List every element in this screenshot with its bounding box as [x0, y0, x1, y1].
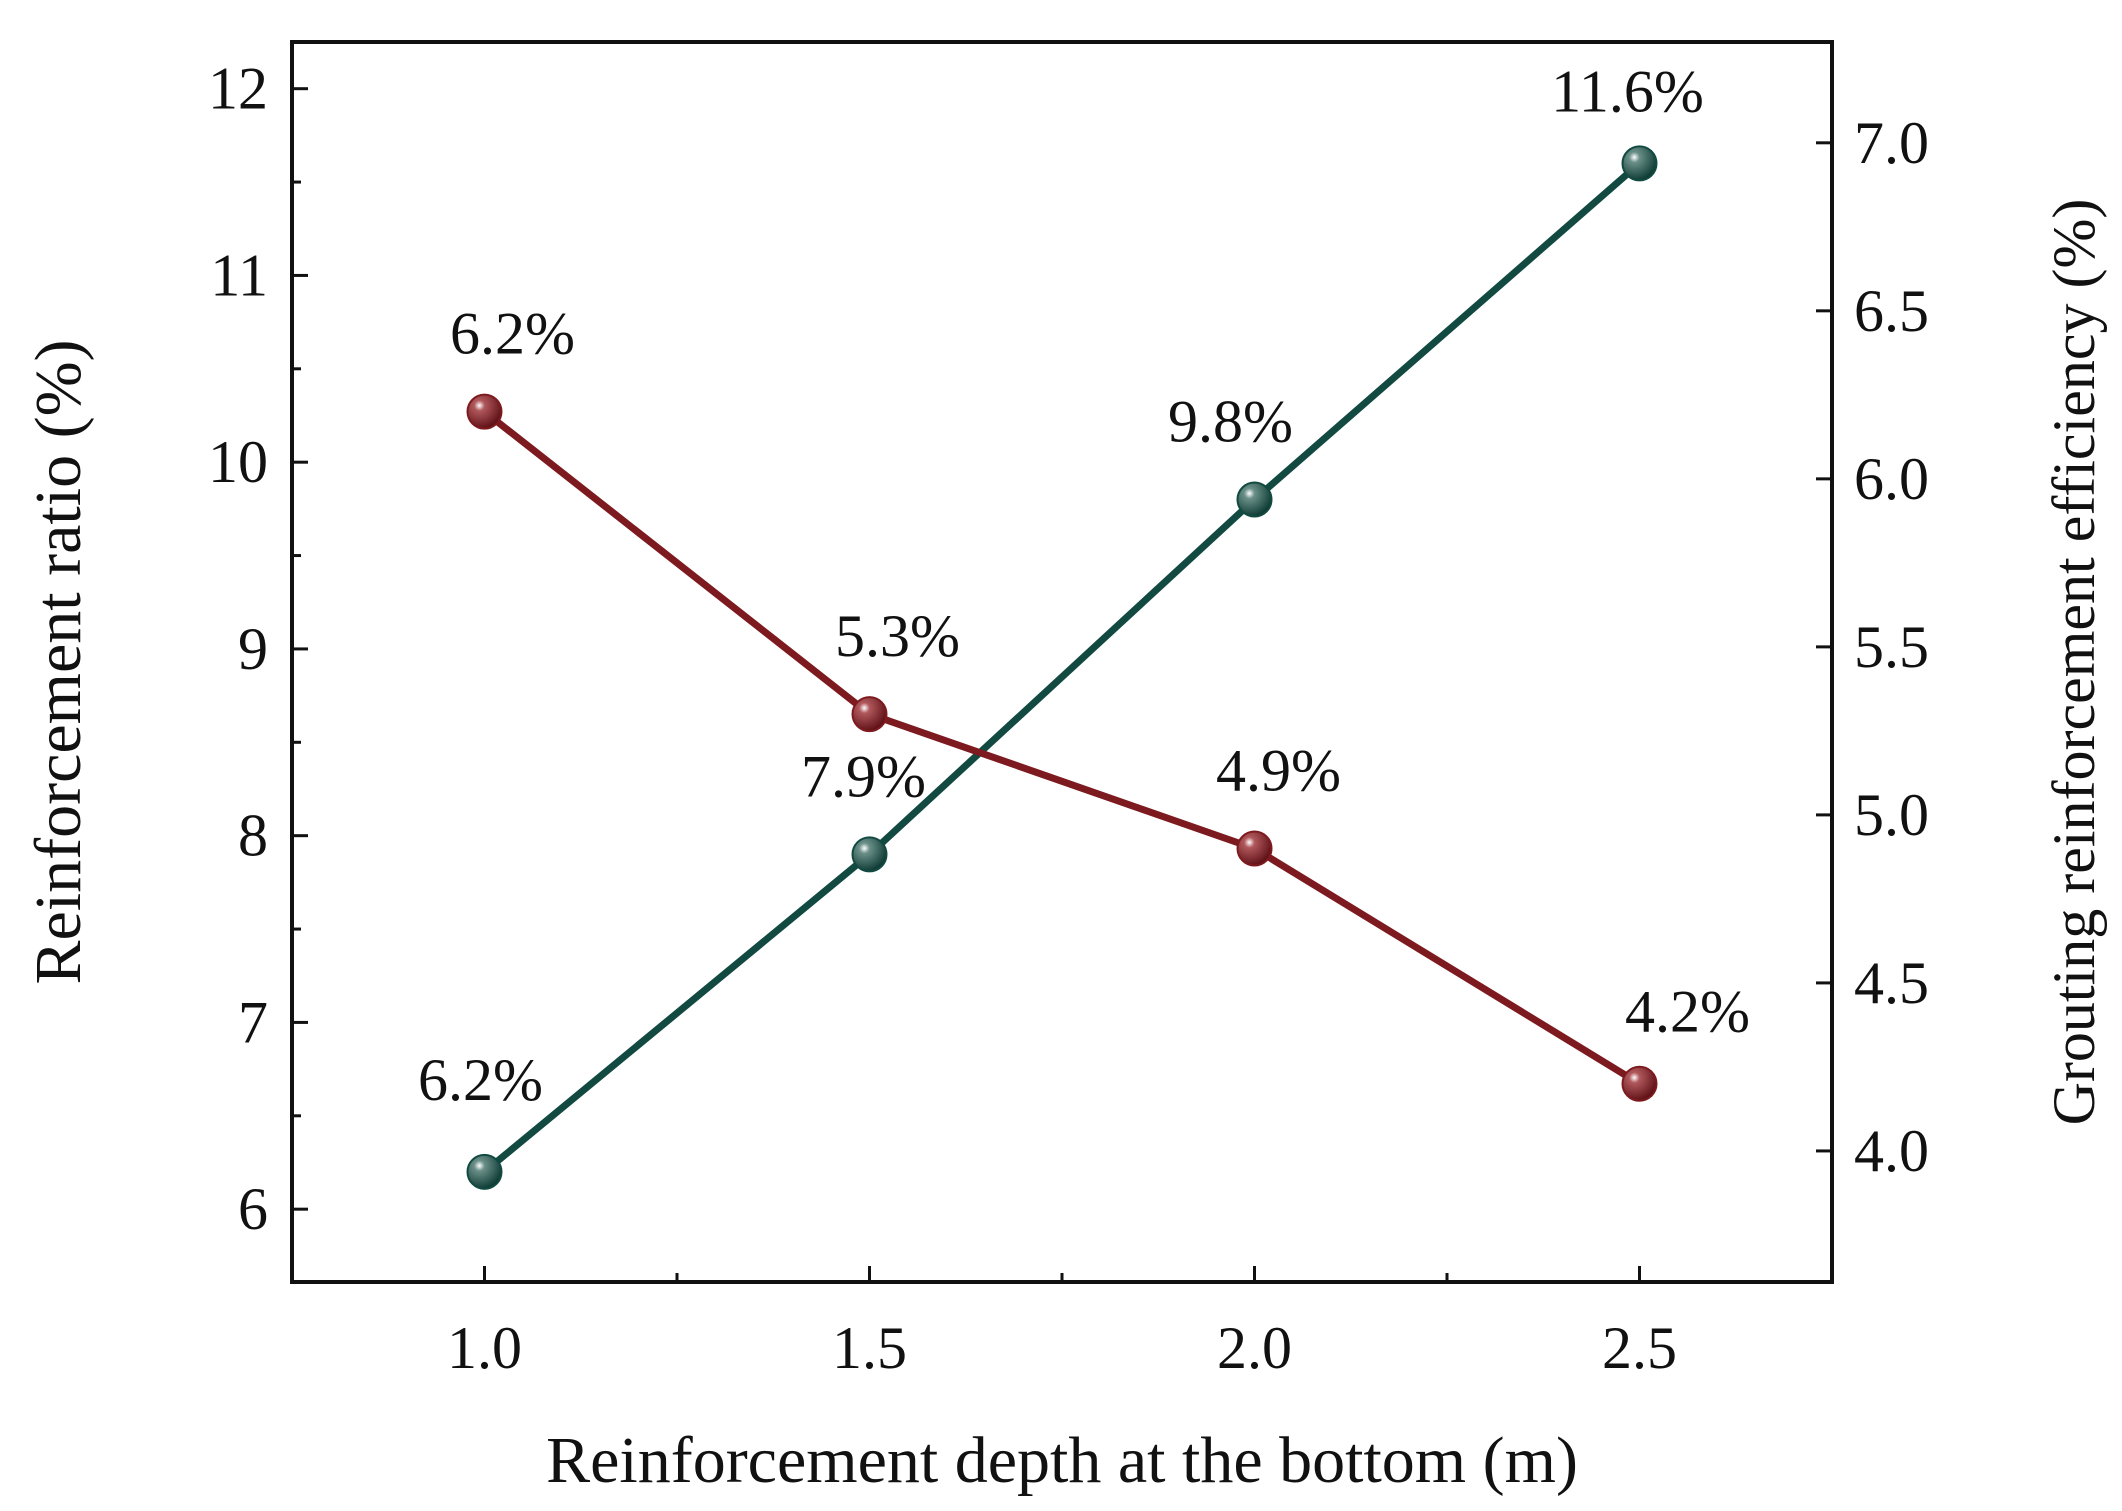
data-label: 6.2% [418, 1047, 543, 1113]
series-layer: 6.2% 7.9% 9.8% 11.6% 6.2% 5.3% 4.9% 4.2% [418, 58, 1750, 1190]
data-label: 11.6% [1551, 58, 1704, 124]
y-tick-label: 7 [238, 989, 268, 1055]
data-point [851, 836, 888, 873]
series-line [481, 159, 1643, 1176]
x-tick-label: 1.5 [832, 1315, 907, 1381]
y2-tick-label: 6.5 [1854, 278, 1929, 344]
x-tick-label: 2.0 [1217, 1315, 1292, 1381]
y-tick-label: 9 [238, 616, 268, 682]
left-y-axis-title: Reinforcement ratio (%) [22, 339, 95, 984]
y2-tick-label: 5.5 [1854, 614, 1929, 680]
data-point [851, 696, 888, 733]
data-point [1236, 830, 1273, 867]
data-point [1621, 145, 1658, 182]
y2-tick-label: 4.0 [1854, 1118, 1929, 1184]
data-point [466, 1153, 503, 1190]
data-label: 9.8% [1168, 389, 1293, 455]
data-point [1621, 1065, 1658, 1102]
x-tick-label: 2.5 [1602, 1315, 1677, 1381]
y2-tick-label: 7.0 [1854, 110, 1929, 176]
y-tick-label: 12 [208, 56, 268, 122]
y2-tick-label: 5.0 [1854, 782, 1929, 848]
right-y-axis: 4.0 4.5 5.0 5.5 6.0 6.5 7.0 Grouting reinforce… [1816, 110, 2107, 1184]
left-y-axis: 6 7 8 9 10 11 12 Reinforcement ratio (%) [22, 56, 308, 1242]
y-tick-label: 8 [238, 803, 268, 869]
x-axis: 1.0 1.5 2.0 2.5 Reinforcement depth at the … [447, 1266, 1677, 1497]
data-label: 4.9% [1216, 738, 1341, 804]
y2-tick-label: 4.5 [1854, 950, 1929, 1016]
data-label: 5.3% [835, 603, 960, 669]
series-reinforcement-ratio: 6.2% 7.9% 9.8% 11.6% [418, 58, 1704, 1190]
data-label: 6.2% [450, 301, 575, 367]
series-line [481, 408, 1643, 1088]
series-grouting-efficiency: 6.2% 5.3% 4.9% 4.2% [450, 301, 1750, 1102]
y-tick-label: 11 [210, 242, 268, 308]
data-label: 7.9% [801, 743, 926, 809]
data-point [466, 393, 503, 430]
x-axis-title: Reinforcement depth at the bottom (m) [546, 1424, 1578, 1497]
y-tick-label: 6 [238, 1176, 268, 1242]
y2-tick-label: 6.0 [1854, 446, 1929, 512]
data-label: 4.2% [1625, 979, 1750, 1045]
right-y-axis-title: Grouting reinforcement efficiency (%) [2041, 199, 2107, 1126]
data-point [1236, 481, 1273, 518]
y-tick-label: 10 [208, 429, 268, 495]
x-tick-label: 1.0 [447, 1315, 522, 1381]
